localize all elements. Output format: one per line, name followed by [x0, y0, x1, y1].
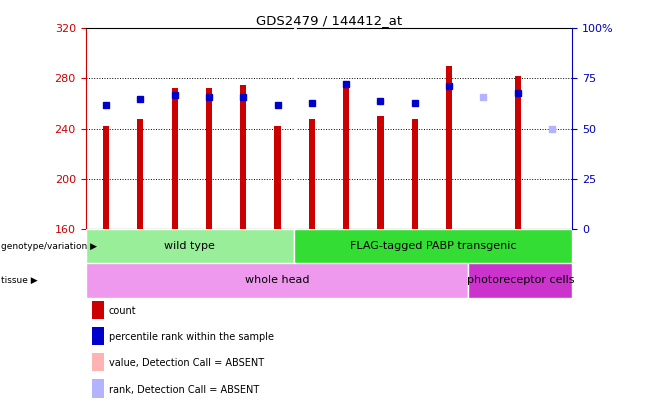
Text: tissue ▶: tissue ▶ — [1, 276, 38, 285]
Title: GDS2479 / 144412_at: GDS2479 / 144412_at — [256, 14, 402, 27]
Bar — [446, 66, 452, 229]
Bar — [274, 126, 281, 229]
Text: genotype/variation ▶: genotype/variation ▶ — [1, 241, 97, 251]
Bar — [103, 126, 109, 229]
Text: wild type: wild type — [164, 241, 215, 251]
Text: rank, Detection Call = ABSENT: rank, Detection Call = ABSENT — [109, 385, 259, 394]
Bar — [309, 119, 315, 229]
Bar — [294, 229, 572, 263]
Bar — [377, 116, 384, 229]
Bar — [412, 119, 418, 229]
Bar — [138, 119, 143, 229]
Text: count: count — [109, 306, 136, 315]
Bar — [86, 229, 294, 263]
Bar — [468, 263, 572, 298]
Bar — [86, 263, 468, 298]
Text: value, Detection Call = ABSENT: value, Detection Call = ABSENT — [109, 358, 264, 368]
Text: percentile rank within the sample: percentile rank within the sample — [109, 332, 274, 342]
Bar — [172, 88, 178, 229]
Text: FLAG-tagged PABP transgenic: FLAG-tagged PABP transgenic — [350, 241, 517, 251]
Text: photoreceptor cells: photoreceptor cells — [467, 275, 574, 286]
Bar — [206, 88, 212, 229]
Text: whole head: whole head — [245, 275, 309, 286]
Bar — [515, 76, 520, 229]
Bar — [343, 81, 349, 229]
Bar — [240, 85, 246, 229]
